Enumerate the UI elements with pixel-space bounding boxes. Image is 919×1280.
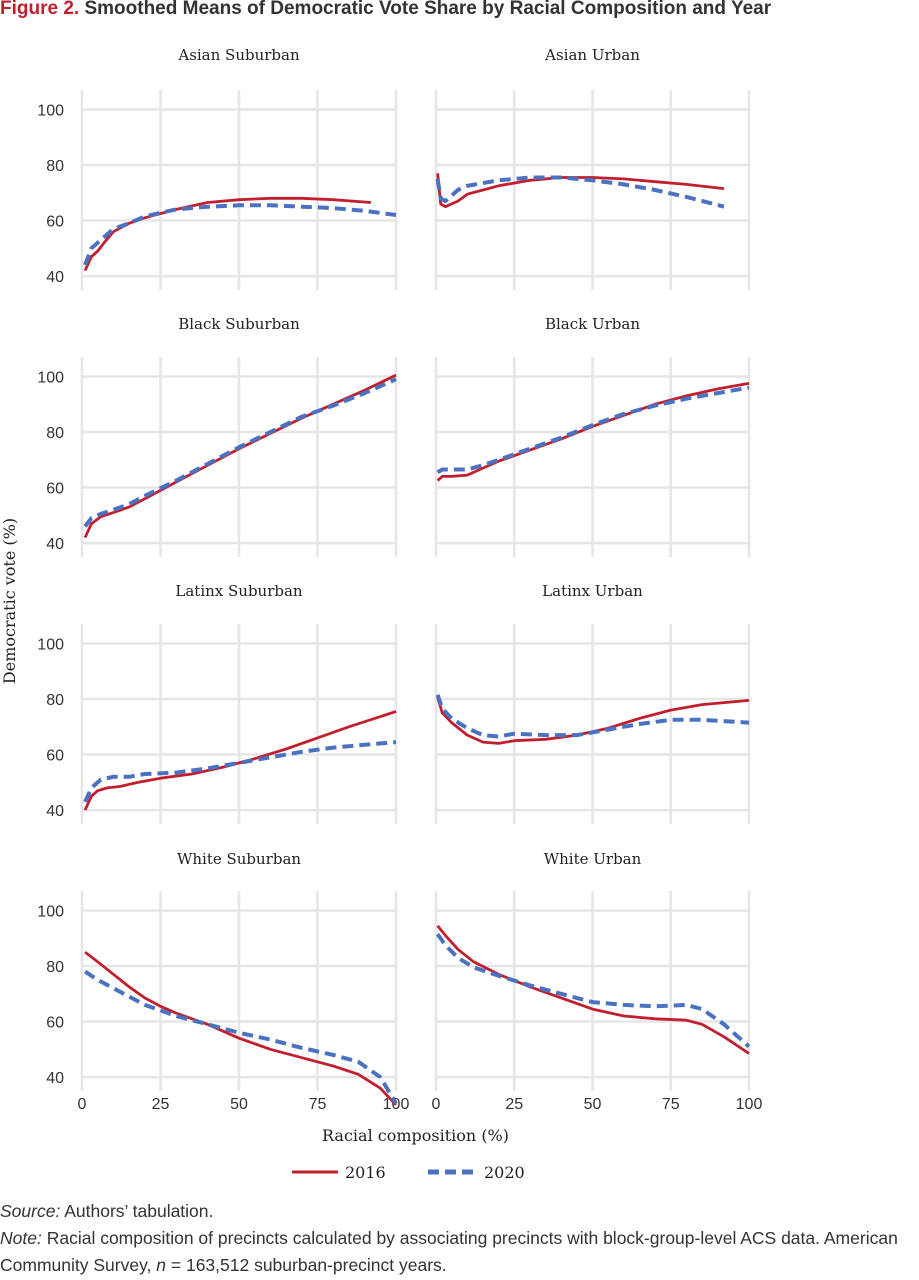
series-line-2020-latinx-suburban bbox=[83, 740, 397, 803]
source-text: Authors’ tabulation. bbox=[64, 1201, 214, 1221]
x-tick-label: 100 bbox=[736, 1096, 763, 1113]
y-tick-label: 60 bbox=[46, 748, 64, 765]
y-tick-label: 100 bbox=[37, 369, 64, 386]
series-line-2016-latinx-suburban bbox=[83, 710, 397, 811]
x-tick-label: 0 bbox=[78, 1096, 87, 1113]
panel-title-asian-urban: Asian Urban bbox=[544, 46, 640, 64]
y-tick-label: 80 bbox=[46, 692, 64, 709]
y-tick-label: 40 bbox=[46, 269, 64, 286]
figure-notes: Source: Authors’ tabulation. Note: Racia… bbox=[0, 1198, 919, 1279]
y-tick-label: 40 bbox=[46, 1070, 64, 1087]
legend-label-2020: 2020 bbox=[484, 1163, 525, 1182]
y-tick-label: 80 bbox=[46, 158, 64, 175]
y-tick-label: 80 bbox=[46, 959, 64, 976]
faceted-line-chart: Asian Suburban 40 60 80 100 Asian Urban Black … bbox=[0, 46, 763, 1182]
series-line-2016-white-suburban bbox=[84, 950, 398, 1106]
y-tick-label: 60 bbox=[46, 214, 64, 231]
source-label: Source: bbox=[0, 1201, 61, 1221]
series-line-2020-latinx-urban bbox=[435, 694, 750, 739]
x-tick-label: 25 bbox=[505, 1096, 523, 1113]
method-note: Note: Racial composition of precincts ca… bbox=[0, 1225, 919, 1279]
figure-title-text: Smoothed Means of Democratic Vote Share … bbox=[84, 0, 772, 19]
series-line-2020-black-urban bbox=[436, 385, 750, 475]
x-tick-label: 75 bbox=[309, 1096, 327, 1113]
legend-label-2016: 2016 bbox=[345, 1163, 386, 1182]
series-line-2016-asian-suburban bbox=[83, 196, 372, 272]
panel-title-black-urban: Black Urban bbox=[545, 315, 640, 333]
panel-title-white-suburban: White Suburban bbox=[177, 850, 301, 868]
series-line-2020-asian-suburban bbox=[83, 203, 397, 266]
x-tick-label: 50 bbox=[584, 1096, 602, 1113]
series-line-2020-black-suburban bbox=[83, 377, 397, 528]
series-line-2016-asian-urban bbox=[436, 173, 725, 209]
x-tick-label: 50 bbox=[230, 1096, 248, 1113]
panel-title-black-suburban: Black Suburban bbox=[178, 315, 300, 333]
y-tick-label: 100 bbox=[37, 903, 64, 920]
note-label: Note: bbox=[0, 1228, 42, 1248]
y-tick-label: 60 bbox=[46, 1015, 64, 1032]
x-tick-label: 75 bbox=[662, 1096, 680, 1113]
y-tick-label: 40 bbox=[46, 536, 64, 553]
x-axis-title: Racial composition (%) bbox=[322, 1126, 509, 1145]
y-tick-label: 80 bbox=[46, 425, 64, 442]
source-note: Source: Authors’ tabulation. bbox=[0, 1198, 919, 1225]
note-text-b: = 163,512 suburban-precinct years. bbox=[170, 1255, 447, 1275]
y-axis-title: Democratic vote (%) bbox=[0, 518, 19, 684]
panel-title-white-urban: White Urban bbox=[544, 850, 642, 868]
note-n: n bbox=[156, 1255, 166, 1275]
series-line-2020-white-urban bbox=[435, 932, 751, 1049]
figure-title: Figure 2. Smoothed Means of Democratic V… bbox=[0, 0, 771, 20]
panel-title-asian-suburban: Asian Suburban bbox=[177, 46, 300, 64]
y-tick-label: 100 bbox=[37, 102, 64, 119]
series-line-2016-white-urban bbox=[436, 924, 750, 1055]
panel-title-latinx-urban: Latinx Urban bbox=[542, 582, 643, 600]
note-text-a: Racial composition of precincts calculat… bbox=[0, 1228, 898, 1275]
series-line-2016-latinx-urban bbox=[436, 697, 750, 745]
figure-number: Figure 2. bbox=[0, 0, 80, 19]
series-line-2020-asian-urban bbox=[435, 175, 725, 209]
series-line-2020-white-suburban bbox=[83, 969, 398, 1105]
y-tick-label: 100 bbox=[37, 636, 64, 653]
x-tick-label: 25 bbox=[152, 1096, 170, 1113]
panel-title-latinx-suburban: Latinx Suburban bbox=[175, 582, 303, 600]
x-tick-label: 0 bbox=[432, 1096, 441, 1113]
y-tick-label: 40 bbox=[46, 803, 64, 820]
y-tick-label: 60 bbox=[46, 481, 64, 498]
